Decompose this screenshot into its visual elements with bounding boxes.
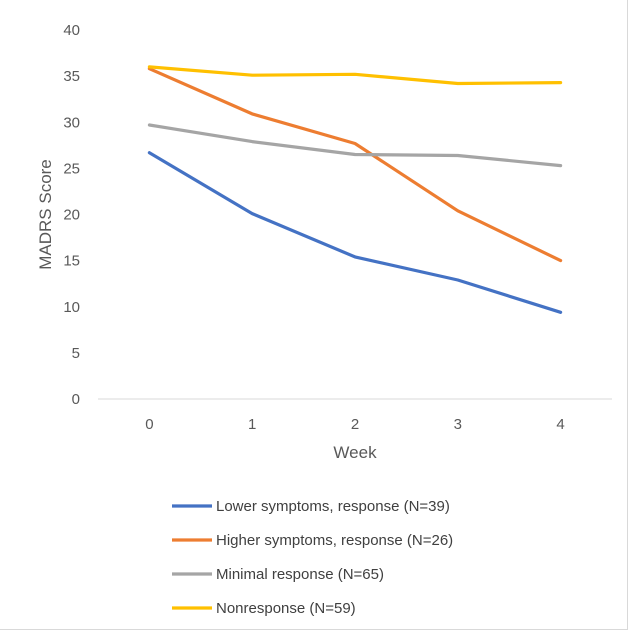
y-tick-label: 35	[63, 68, 80, 85]
legend-label: Lower symptoms, response (N=39)	[216, 498, 450, 515]
legend-label: Nonresponse (N=59)	[216, 600, 356, 617]
x-tick-label: 1	[248, 416, 256, 433]
y-tick-label: 10	[63, 299, 80, 316]
y-tick-label: 25	[63, 160, 80, 177]
y-tick-label: 15	[63, 253, 80, 270]
y-tick-label: 5	[72, 345, 80, 362]
series-line-1	[147, 151, 563, 314]
x-tick-label: 4	[556, 416, 564, 433]
y-tick-label: 0	[72, 391, 80, 408]
series-line-2	[147, 67, 563, 263]
legend-label: Minimal response (N=65)	[216, 566, 384, 583]
y-axis-title: MADRS Score	[36, 159, 55, 270]
x-tick-label: 0	[145, 416, 153, 433]
series-lines	[147, 65, 563, 314]
legend-label: Higher symptoms, response (N=26)	[216, 532, 453, 549]
y-tick-label: 40	[63, 22, 80, 39]
series-line-4	[147, 65, 563, 86]
y-axis-ticks: 0 5 10 15 20 25 30 35 40	[63, 22, 80, 408]
x-tick-label: 3	[454, 416, 462, 433]
y-tick-label: 20	[63, 207, 80, 224]
x-axis-title: Week	[333, 443, 377, 462]
legend: Lower symptoms, response (N=39) Higher sy…	[172, 498, 453, 617]
series-line-3	[147, 123, 563, 168]
x-axis-ticks: 0 1 2 3 4	[145, 416, 565, 433]
y-tick-label: 30	[63, 114, 80, 131]
x-tick-label: 2	[351, 416, 359, 433]
